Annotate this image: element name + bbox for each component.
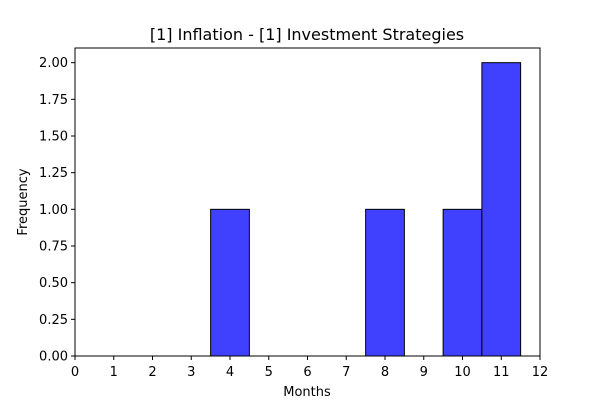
x-tick-label-2: 2 bbox=[148, 365, 156, 380]
x-axis-label: Months bbox=[283, 385, 331, 400]
y-axis-label: Frequency bbox=[16, 168, 31, 235]
y-tick-label-6: 1.50 bbox=[39, 130, 68, 145]
y-tick-label-8: 2.00 bbox=[39, 56, 68, 71]
bars-group bbox=[210, 62, 522, 357]
x-tick-label-9: 9 bbox=[420, 365, 428, 380]
x-tick-label-8: 8 bbox=[381, 365, 389, 380]
x-tick-label-3: 3 bbox=[187, 365, 195, 380]
histogram-bar-3 bbox=[481, 62, 522, 357]
x-tick-label-6: 6 bbox=[303, 365, 311, 380]
x-tick-label-5: 5 bbox=[265, 365, 273, 380]
histogram-bar-0 bbox=[210, 208, 250, 357]
y-axis-ticks: 0.00 0.25 0.50 0.75 1.00 1.25 1.50 1.75 2.00 bbox=[39, 56, 75, 365]
histogram-bar-2 bbox=[442, 208, 483, 357]
chart-title: [1] Inflation - [1] Investment Strategie… bbox=[150, 25, 464, 44]
x-tick-label-7: 7 bbox=[342, 365, 350, 380]
y-tick-label-4: 1.00 bbox=[39, 203, 68, 218]
y-tick-label-0: 0.00 bbox=[39, 350, 68, 365]
plot-frame bbox=[74, 47, 541, 357]
y-tick-label-1: 0.25 bbox=[39, 313, 68, 328]
y-tick-label-2: 0.50 bbox=[39, 276, 68, 291]
y-tick-label-5: 1.25 bbox=[39, 166, 68, 181]
y-tick-label-3: 0.75 bbox=[39, 240, 68, 255]
y-tick-label-7: 1.75 bbox=[39, 93, 68, 108]
x-tick-label-1: 1 bbox=[110, 365, 118, 380]
x-tick-label-12: 12 bbox=[532, 365, 549, 380]
x-tick-label-11: 11 bbox=[493, 365, 510, 380]
x-tick-label-10: 10 bbox=[454, 365, 471, 380]
x-tick-label-4: 4 bbox=[226, 365, 234, 380]
x-axis-ticks: 0 1 2 3 4 5 6 7 8 9 10 11 12 bbox=[71, 356, 548, 380]
x-tick-label-0: 0 bbox=[71, 365, 79, 380]
histogram-bar-1 bbox=[365, 208, 405, 357]
